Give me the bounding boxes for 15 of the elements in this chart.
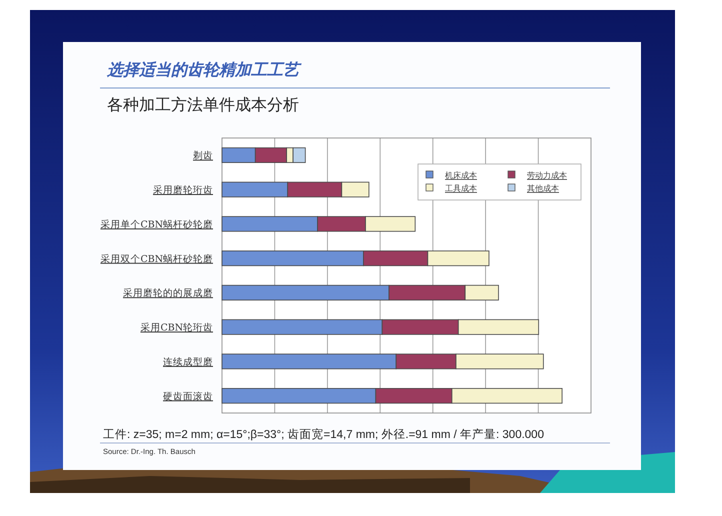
legend-label: 劳动力成本 (527, 171, 567, 180)
text: 工件: z=35; m=2 mm; α=15°;β=33°; 齿面宽=14,7 mm; 外径.=91 mm / 年产量: 300.000 (103, 427, 544, 441)
y-tick-label: 剃齿 (193, 150, 213, 162)
y-tick-label: 采用磨轮珩齿 (153, 184, 213, 196)
y-tick-label: 采用单个CBN蜗杆砂轮磨 (100, 218, 213, 230)
legend-label: 工具成本 (445, 184, 477, 193)
legend-label: 机床成本 (445, 171, 477, 180)
chart-title: 选择适当的齿轮精加工工艺 (106, 60, 302, 79)
chart-subtitle: 各种加工方法单件成本分析 (107, 95, 299, 114)
y-tick-label: 连续成型磨 (163, 356, 213, 368)
y-tick-label: 采用双个CBN蜗杆砂轮磨 (100, 252, 213, 265)
y-tick-label: 采用磨轮的的展成磨 (123, 287, 213, 300)
legend-label: 其他成本 (527, 184, 559, 193)
y-tick-label: 采用CBN轮珩齿 (140, 322, 213, 334)
y-tick-label: 硬齿面滚齿 (163, 390, 213, 402)
